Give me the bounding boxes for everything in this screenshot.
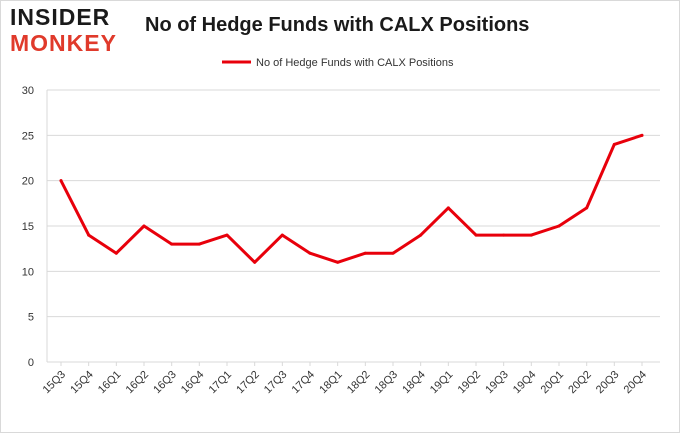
x-tick-label: 19Q2 [456,369,484,397]
data-point [59,179,63,183]
y-tick-label: 10 [22,266,34,278]
y-tick-label: 30 [22,85,34,97]
data-point [142,224,146,228]
x-tick-label: 17Q4 [290,369,318,397]
data-point [502,233,506,237]
x-tick-label: 15Q3 [41,369,69,397]
y-tick-label: 25 [22,130,34,142]
x-tick-label: 17Q2 [234,369,262,397]
data-point [585,206,589,210]
legend: No of Hedge Funds with CALX Positions [222,57,454,69]
data-point [640,133,644,137]
x-tick-label: 20Q4 [622,369,650,397]
data-point [87,233,91,237]
data-point [114,251,118,255]
x-tick-label: 17Q1 [207,369,235,397]
x-tick-label: 19Q3 [483,369,511,397]
axes: 0 5 10 15 20 25 30 15Q3 15Q4 16Q1 16Q2 16Q3 16Q4 17Q1… [22,85,649,396]
y-tick-label: 0 [28,357,34,369]
x-tick-label: 16Q1 [96,369,124,397]
x-tick-label: 20Q2 [566,369,594,397]
data-point [363,251,367,255]
x-tick-label: 16Q2 [124,369,152,397]
x-tick-label: 16Q3 [151,369,179,397]
y-tick-label: 20 [22,176,34,188]
x-tick-label: 18Q4 [400,369,428,397]
data-point [474,233,478,237]
data-point [529,233,533,237]
data-point [419,233,423,237]
logo-line-2: MONKEY [10,30,117,56]
x-tick-label: 20Q1 [539,369,567,397]
data-point [170,242,174,246]
x-tick-label: 18Q1 [317,369,345,397]
insider-monkey-logo: INSIDER MONKEY [10,6,128,56]
data-point [197,242,201,246]
x-tick-label: 18Q3 [373,369,401,397]
data-point [225,233,229,237]
grid-lines [47,89,660,363]
x-tick-label: 18Q2 [345,369,373,397]
data-point [612,142,616,146]
data-point [308,251,312,255]
data-point [336,260,340,264]
logo-line-1: INSIDER [10,4,111,30]
y-tick-label: 5 [28,312,34,324]
series-line-0 [59,133,644,264]
legend-label: No of Hedge Funds with CALX Positions [256,57,454,69]
x-tick-label: 19Q1 [428,369,456,397]
x-tick-label: 16Q4 [179,369,207,397]
data-point [280,233,284,237]
data-point [446,206,450,210]
x-tick-label: 19Q4 [511,369,539,397]
data-point [557,224,561,228]
chart-title: No of Hedge Funds with CALX Positions [145,14,530,36]
y-tick-label: 15 [22,221,34,233]
data-point [253,260,257,264]
data-point [391,251,395,255]
x-tick-label: 17Q3 [262,369,290,397]
x-tick-label: 20Q3 [594,369,622,397]
x-tick-label: 15Q4 [68,369,96,397]
series-lines [59,133,644,264]
